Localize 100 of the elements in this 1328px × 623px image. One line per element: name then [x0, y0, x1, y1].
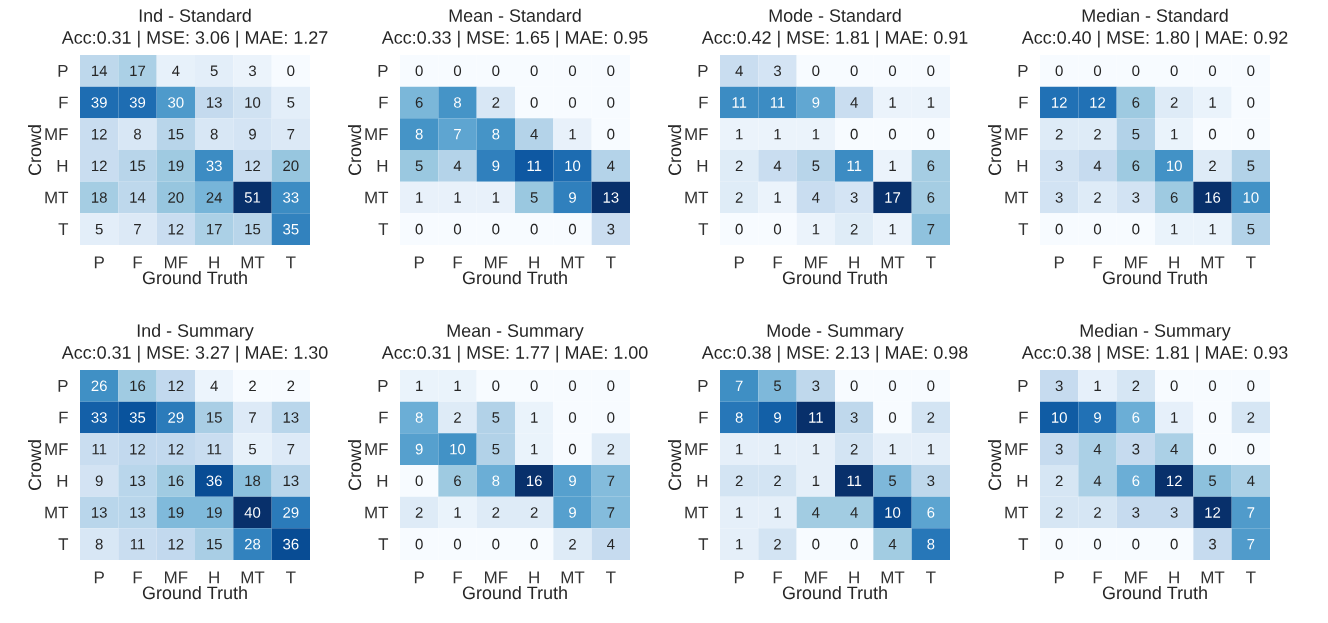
data-label: 4: [1170, 444, 1178, 455]
y-tick-label: H: [377, 160, 388, 172]
y-tick-label: H: [1017, 475, 1028, 487]
data-label: 5: [1247, 160, 1255, 172]
data-label: 6: [927, 507, 935, 518]
data-label: 39: [129, 97, 146, 108]
data-label: 11: [809, 412, 823, 423]
data-label: 4: [773, 160, 782, 171]
data-label: 17: [207, 224, 222, 235]
x-tick-label: MF: [805, 571, 828, 584]
data-label: 10: [1167, 160, 1182, 172]
x-tick-label: P: [734, 256, 744, 269]
x-tick-label: MF: [165, 256, 188, 269]
y-tick-label: P: [1018, 65, 1028, 77]
chart-title: Ind - Standard: [139, 8, 251, 22]
x-tick-label: P: [94, 256, 104, 269]
data-label: 2: [1055, 475, 1063, 487]
data-label: 0: [415, 65, 423, 77]
x-tick-label: F: [773, 571, 783, 584]
data-label: 16: [1205, 192, 1221, 203]
x-tick-label: H: [849, 256, 859, 269]
chart-title: Mean - Standard: [449, 8, 581, 22]
y-tick-label: MT: [365, 191, 389, 204]
data-label: 3: [1055, 380, 1063, 392]
data-label: 0: [1170, 380, 1178, 392]
data-label: 1: [812, 224, 820, 235]
data-label: 16: [527, 475, 542, 487]
data-label: 4: [1247, 475, 1255, 486]
data-label: 13: [283, 475, 299, 487]
data-label: 0: [568, 412, 577, 423]
x-tick-label: MF: [1125, 571, 1148, 584]
data-label: 14: [92, 65, 108, 76]
data-label: 12: [92, 160, 107, 172]
data-label: 7: [454, 129, 461, 140]
data-label: 7: [1247, 539, 1255, 550]
y-tick-label: MT: [365, 506, 389, 519]
data-label: 4: [812, 192, 820, 203]
data-label: 2: [530, 507, 538, 518]
data-label: 8: [210, 128, 218, 140]
data-label: 6: [1132, 160, 1140, 172]
data-label: 8: [415, 128, 423, 140]
data-label: 6: [1132, 412, 1140, 423]
data-label: 0: [287, 65, 295, 77]
data-label: 2: [1132, 380, 1140, 392]
data-label: 7: [1247, 507, 1255, 518]
y-tick-label: MT: [45, 506, 69, 519]
data-label: 15: [207, 538, 222, 550]
data-label: 0: [1208, 412, 1217, 423]
data-label: 0: [850, 128, 858, 140]
data-label: 7: [249, 412, 256, 423]
x-tick-label: H: [849, 571, 859, 584]
data-label: 9: [569, 507, 576, 518]
y-tick-label: H: [57, 160, 68, 172]
y-axis-title: Crowd: [348, 440, 362, 490]
data-label: 0: [530, 97, 538, 108]
data-label: 19: [168, 507, 184, 518]
data-label: 0: [530, 538, 538, 550]
data-label: 4: [850, 97, 858, 108]
data-label: 1: [774, 129, 781, 140]
data-label: 0: [492, 223, 500, 235]
data-label: 13: [130, 507, 146, 518]
chart-title: Mean - Summary: [447, 324, 584, 341]
data-label: 10: [1243, 192, 1259, 203]
y-tick-label: F: [699, 411, 708, 424]
data-label: 15: [207, 412, 222, 423]
x-axis-title: Ground Truth: [142, 586, 247, 600]
data-label: 0: [1247, 128, 1255, 140]
y-tick-label: MF: [365, 128, 388, 140]
data-label: 2: [850, 223, 858, 235]
data-label: 1: [1094, 380, 1101, 391]
data-label: 2: [850, 443, 858, 455]
x-tick-label: MT: [881, 571, 905, 584]
x-tick-label: T: [286, 571, 296, 584]
x-tick-label: H: [1169, 571, 1179, 584]
data-label: 0: [888, 412, 897, 423]
data-label: 36: [283, 538, 299, 550]
data-label: 30: [168, 97, 184, 108]
x-axis-title: Ground Truth: [462, 586, 567, 600]
data-label: 1: [569, 129, 576, 140]
data-label: 18: [92, 192, 107, 203]
x-tick-label: P: [94, 571, 104, 584]
data-label: 0: [530, 65, 538, 77]
data-label: 9: [569, 475, 576, 487]
data-label: 4: [607, 160, 615, 171]
data-label: 3: [927, 475, 935, 487]
data-label: 12: [168, 538, 184, 550]
data-label: 3: [773, 65, 782, 77]
data-label: 12: [1167, 475, 1182, 487]
chart-title: Mode - Summary: [767, 323, 904, 341]
data-label: 0: [735, 223, 743, 235]
data-label: 1: [1209, 97, 1216, 108]
x-tick-label: MT: [241, 256, 265, 269]
data-label: 5: [287, 97, 295, 108]
y-tick-label: F: [59, 411, 68, 424]
data-label: 5: [812, 160, 820, 172]
data-label: 5: [773, 380, 782, 392]
x-tick-label: F: [453, 571, 462, 584]
x-tick-label: MT: [1201, 256, 1225, 269]
chart-title: Median - Summary: [1080, 323, 1231, 341]
data-label: 8: [492, 475, 500, 487]
